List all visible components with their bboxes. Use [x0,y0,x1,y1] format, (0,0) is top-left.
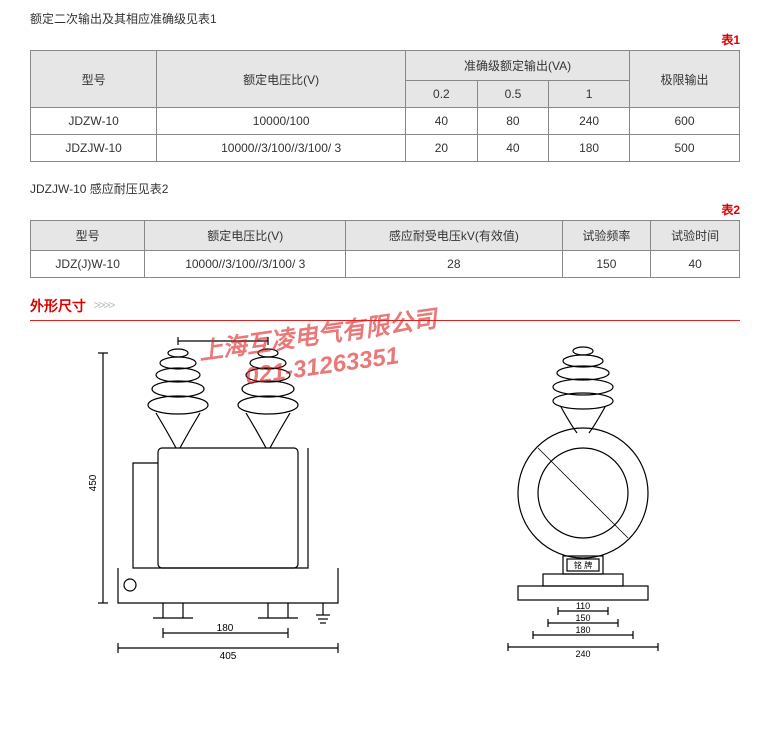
dim-d1: 110 [575,601,589,611]
cell: JDZJW-10 [31,135,157,162]
cell: 28 [346,251,562,278]
th-acc-group: 准确级额定输出(VA) [406,51,630,81]
cell: 500 [630,135,740,162]
dim-d2: 150 [575,613,590,623]
dim-w2: 405 [219,651,236,662]
dim-h: 450 [88,474,99,491]
th-freq: 试验频率 [562,221,651,251]
dim-w1: 180 [216,623,233,634]
cell: 10000//3/100//3/100/ 3 [157,135,406,162]
cell: 40 [477,135,549,162]
th-acc-1: 0.5 [477,81,549,108]
table1-caption: 额定二次输出及其相应准确级见表1 [30,10,740,27]
th-ratio: 额定电压比(V) [157,51,406,108]
dim-section-title: 外形尺寸 [30,296,86,316]
table1: 型号 额定电压比(V) 准确级额定输出(VA) 极限输出 0.2 0.5 1 J… [30,50,740,162]
drawing-side-view: 铭 牌 110 150 180 240 [463,333,703,663]
drawing-front-view: 450 180 405 [68,333,388,663]
th-acc-2: 1 [549,81,630,108]
th-model: 型号 [31,51,157,108]
table-row: JDZJW-10 10000//3/100//3/100/ 3 20 40 18… [31,135,740,162]
cell: 240 [549,108,630,135]
cell: JDZ(J)W-10 [31,251,145,278]
table-row: JDZ(J)W-10 10000//3/100//3/100/ 3 28 150… [31,251,740,278]
th-model: 型号 [31,221,145,251]
table1-label: 表1 [30,31,740,48]
nameplate-label: 铭 牌 [573,560,591,570]
cell: 40 [651,251,740,278]
dim-d4: 240 [575,649,590,659]
chevron-icon: >>>> [93,298,113,312]
cell: 20 [406,135,478,162]
table2: 型号 额定电压比(V) 感应耐受电压kV(有效值) 试验频率 试验时间 JDZ(… [30,220,740,278]
cell: JDZW-10 [31,108,157,135]
cell: 40 [406,108,478,135]
th-limit: 极限输出 [630,51,740,108]
table2-label: 表2 [30,201,740,218]
divider [30,320,740,321]
drawings-container: 450 180 405 [30,333,740,663]
th-time: 试验时间 [651,221,740,251]
cell: 10000//3/100//3/100/ 3 [145,251,346,278]
th-ratio: 额定电压比(V) [145,221,346,251]
cell: 80 [477,108,549,135]
cell: 10000/100 [157,108,406,135]
table-row: JDZW-10 10000/100 40 80 240 600 [31,108,740,135]
cell: 600 [630,108,740,135]
th-acc-0: 0.2 [406,81,478,108]
th-induced: 感应耐受电压kV(有效值) [346,221,562,251]
dim-d3: 180 [575,625,590,635]
cell: 150 [562,251,651,278]
table2-caption: JDZJW-10 感应耐压见表2 [30,180,740,197]
cell: 180 [549,135,630,162]
